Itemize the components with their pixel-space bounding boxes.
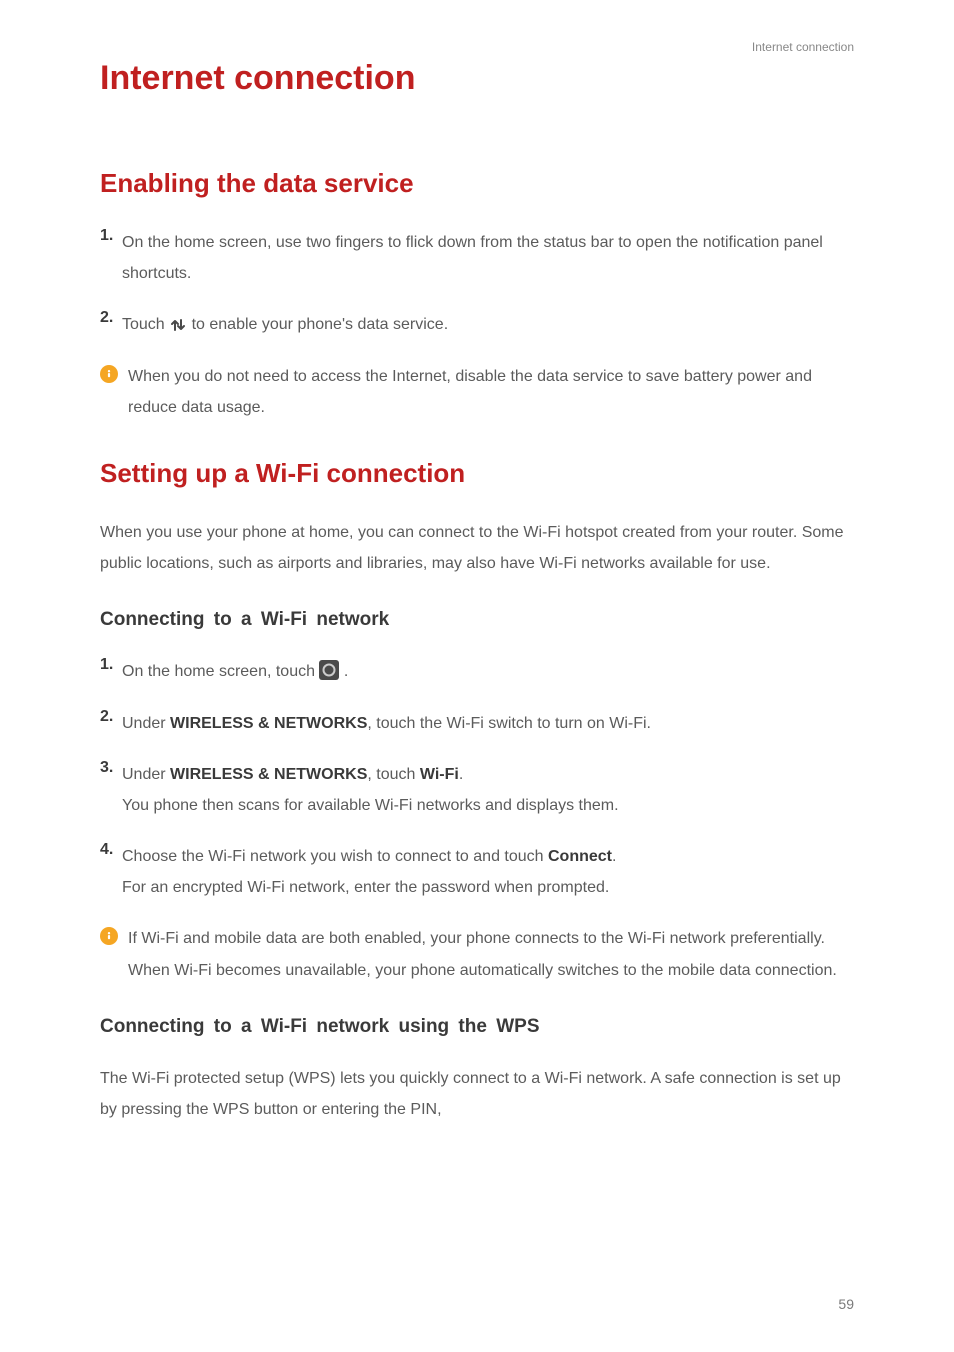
step-text: On the home screen, touch . bbox=[122, 656, 854, 687]
step-line2: You phone then scans for available Wi-Fi… bbox=[122, 797, 619, 814]
text-after: , touch the Wi-Fi switch to turn on Wi-F… bbox=[367, 715, 651, 732]
subheading-wps: Connecting to a Wi-Fi network using the … bbox=[100, 1016, 854, 1038]
step-text: On the home screen, use two fingers to f… bbox=[122, 227, 854, 289]
bold-text: Connect bbox=[548, 848, 612, 865]
step-2: 2. Touch to enable your phone's data ser… bbox=[100, 309, 854, 340]
bold-text: WIRELESS & NETWORKS bbox=[170, 766, 367, 783]
step-number: 4. bbox=[100, 841, 122, 903]
text-before: Under bbox=[122, 766, 170, 783]
step-number: 3. bbox=[100, 759, 122, 821]
text-before: Under bbox=[122, 715, 170, 732]
step-1: 1. On the home screen, use two fingers t… bbox=[100, 227, 854, 289]
section-heading-wifi: Setting up a Wi-Fi connection bbox=[100, 458, 854, 489]
subheading-connect-wifi: Connecting to a Wi-Fi network bbox=[100, 609, 854, 631]
bold-text: Wi-Fi bbox=[420, 766, 459, 783]
info-icon bbox=[100, 923, 128, 985]
info-note: When you do not need to access the Inter… bbox=[100, 361, 854, 423]
data-arrows-icon bbox=[169, 314, 187, 332]
text-before: Choose the Wi-Fi network you wish to con… bbox=[122, 848, 548, 865]
page-title: Internet connection bbox=[100, 59, 854, 98]
intro-paragraph: When you use your phone at home, you can… bbox=[100, 517, 854, 579]
text-after: . bbox=[459, 766, 463, 783]
step-text: Choose the Wi-Fi network you wish to con… bbox=[122, 841, 854, 903]
info-note: If Wi-Fi and mobile data are both enable… bbox=[100, 923, 854, 985]
step-text: Under WIRELESS & NETWORKS, touch Wi-Fi. … bbox=[122, 759, 854, 821]
text-after: to enable your phone's data service. bbox=[192, 316, 449, 333]
settings-icon bbox=[319, 660, 339, 680]
step-4: 4. Choose the Wi-Fi network you wish to … bbox=[100, 841, 854, 903]
text-mid: , touch bbox=[367, 766, 419, 783]
page-number: 59 bbox=[838, 1296, 854, 1312]
running-header: Internet connection bbox=[100, 40, 854, 54]
wps-paragraph: The Wi-Fi protected setup (WPS) lets you… bbox=[100, 1063, 854, 1125]
text-after: . bbox=[344, 663, 348, 680]
step-number: 2. bbox=[100, 309, 122, 340]
text-before: Touch bbox=[122, 316, 169, 333]
step-text: Touch to enable your phone's data servic… bbox=[122, 309, 854, 340]
step-line2: For an encrypted Wi-Fi network, enter th… bbox=[122, 879, 609, 896]
step-1: 1. On the home screen, touch . bbox=[100, 656, 854, 687]
step-number: 1. bbox=[100, 656, 122, 687]
text-after: . bbox=[612, 848, 616, 865]
info-text: When you do not need to access the Inter… bbox=[128, 361, 854, 423]
step-3: 3. Under WIRELESS & NETWORKS, touch Wi-F… bbox=[100, 759, 854, 821]
bold-text: WIRELESS & NETWORKS bbox=[170, 715, 367, 732]
section-heading-data-service: Enabling the data service bbox=[100, 168, 854, 199]
info-icon bbox=[100, 361, 128, 423]
step-number: 1. bbox=[100, 227, 122, 289]
step-text: Under WIRELESS & NETWORKS, touch the Wi-… bbox=[122, 708, 854, 739]
text-before: On the home screen, touch bbox=[122, 663, 319, 680]
info-text: If Wi-Fi and mobile data are both enable… bbox=[128, 923, 854, 985]
step-number: 2. bbox=[100, 708, 122, 739]
step-2: 2. Under WIRELESS & NETWORKS, touch the … bbox=[100, 708, 854, 739]
